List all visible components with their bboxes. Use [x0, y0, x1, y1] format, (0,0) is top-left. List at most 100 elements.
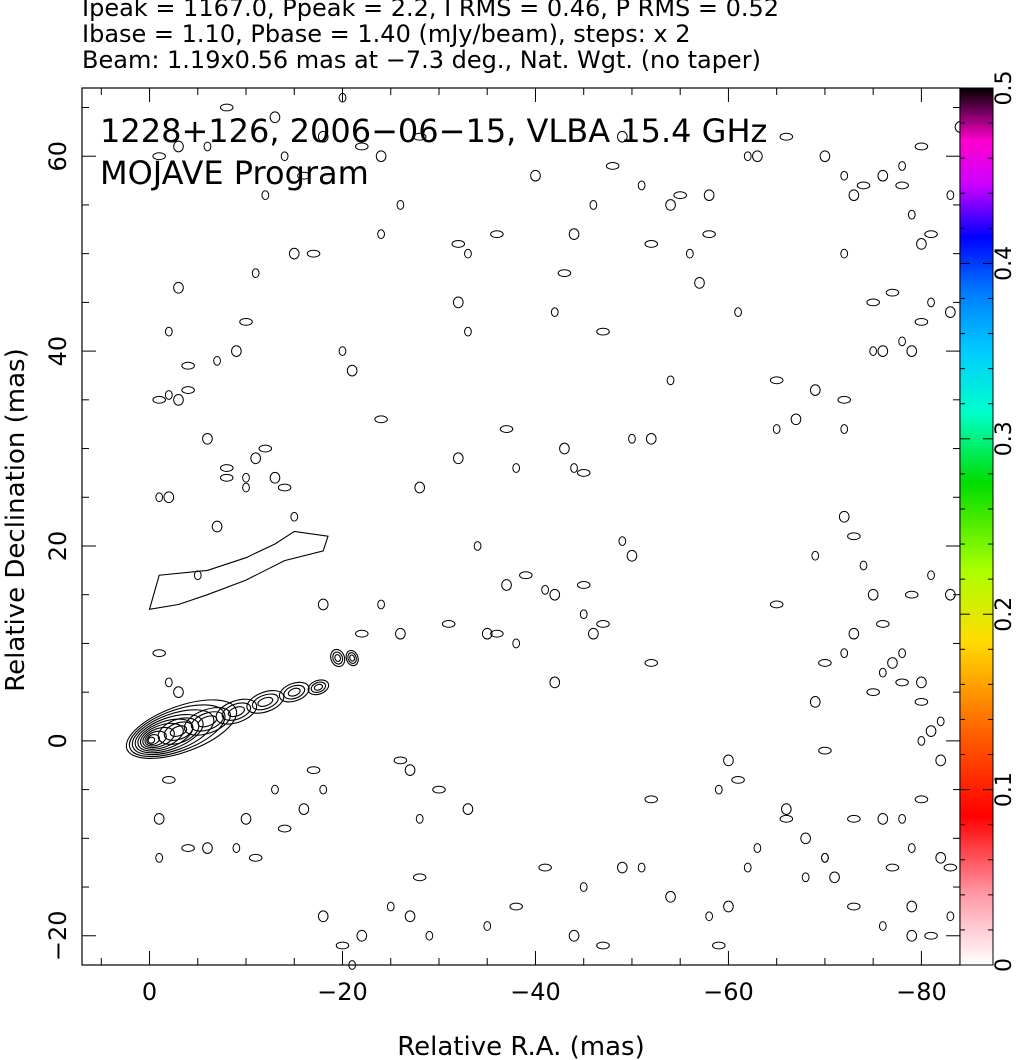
noise-contour — [242, 482, 250, 493]
noise-contour — [462, 803, 474, 815]
y-tick-label: −20 — [44, 910, 72, 961]
jet-knot-contour — [283, 684, 306, 700]
noise-contour — [549, 588, 561, 601]
noise-contour — [164, 326, 173, 337]
noise-contour — [946, 911, 955, 922]
colorbar-tick-label: 0.3 — [992, 421, 1017, 456]
noise-contour — [464, 326, 472, 337]
header-line-2: Ibase = 1.10, Pbase = 1.40 (mJy/beam), s… — [82, 20, 691, 48]
noise-contour — [781, 803, 792, 815]
noise-contour — [173, 393, 184, 406]
noise-contour — [404, 910, 416, 923]
noise-contour — [898, 648, 906, 659]
noise-contour — [914, 795, 929, 804]
noise-contour — [173, 686, 184, 699]
noise-contour — [818, 746, 832, 755]
noise-contour — [559, 442, 570, 455]
noise-contour — [790, 413, 802, 426]
noise-contour — [355, 142, 369, 151]
noise-contour — [665, 890, 676, 903]
core-contour — [137, 718, 194, 752]
noise-contour — [250, 452, 261, 465]
noise-contour — [396, 200, 405, 210]
noise-contour — [898, 813, 906, 824]
noise-contour — [616, 861, 628, 874]
noise-contour — [779, 132, 794, 141]
noise-contour — [451, 240, 466, 248]
noise-contours — [152, 92, 966, 970]
noise-contour — [306, 766, 321, 775]
noise-contour — [425, 930, 434, 941]
noise-contour — [317, 130, 329, 143]
noise-contour — [829, 871, 840, 884]
noise-contour — [317, 598, 329, 611]
noise-contour — [906, 929, 918, 942]
counterjet-outline — [148, 530, 329, 610]
noise-contour — [338, 346, 347, 356]
noise-contour — [356, 929, 368, 942]
core-contour — [144, 730, 167, 747]
noise-contour — [847, 902, 861, 911]
chart-subtitle: MOJAVE Program — [100, 154, 369, 192]
noise-contour — [483, 921, 492, 931]
noise-contour — [576, 468, 591, 477]
noise-contour — [637, 862, 646, 873]
noise-contour — [907, 843, 916, 853]
y-axis-label: Relative Declination (mas) — [1, 348, 31, 691]
noise-contour — [945, 306, 956, 318]
noise-contour — [490, 230, 504, 239]
x-axis-label: Relative R.A. (mas) — [397, 1032, 644, 1060]
core-contour — [131, 709, 215, 756]
noise-contour — [840, 248, 849, 259]
x-tick-label: −40 — [510, 978, 561, 1006]
noise-contour — [838, 510, 850, 523]
noise-contour — [723, 900, 734, 913]
noise-contour — [904, 590, 919, 599]
noise-contour — [576, 581, 591, 589]
noise-contour — [152, 649, 166, 658]
noise-contour — [248, 853, 263, 862]
noise-contour — [550, 307, 559, 318]
noise-contour — [867, 588, 879, 601]
noise-contour — [203, 141, 212, 152]
noise-contour — [869, 346, 878, 356]
noise-contour — [705, 911, 714, 922]
noise-contour — [906, 900, 918, 913]
noise-contour — [242, 472, 250, 483]
noise-contour — [943, 863, 958, 872]
jet-knot-contour — [310, 681, 327, 693]
colorbar-tick-label: 0.2 — [992, 597, 1017, 632]
noise-contour — [277, 483, 292, 492]
noise-contour — [946, 190, 955, 201]
noise-contour — [152, 152, 166, 161]
noise-contour — [644, 240, 659, 248]
noise-contour — [335, 941, 350, 950]
noise-contour — [374, 415, 388, 424]
noise-contour — [714, 784, 723, 795]
core-contours — [125, 699, 238, 759]
noise-contour — [346, 364, 358, 377]
noise-contour — [769, 376, 784, 385]
noise-contour — [481, 627, 493, 640]
noise-contour — [319, 784, 328, 795]
noise-contour — [895, 678, 909, 687]
noise-contour — [213, 355, 221, 366]
noise-contour — [753, 843, 762, 853]
noise-contour — [181, 844, 195, 852]
noise-contour — [164, 390, 173, 400]
noise-contour — [866, 688, 880, 697]
noise-contour — [769, 600, 784, 609]
noise-contour — [173, 281, 184, 294]
noise-contour — [731, 775, 745, 784]
jet-knot-contour — [257, 696, 274, 707]
noise-contour — [297, 171, 311, 180]
y-tick-label: 60 — [44, 141, 72, 172]
noise-contour — [415, 813, 424, 824]
noise-contour — [925, 725, 937, 737]
noise-contour — [840, 424, 849, 434]
noise-contour — [734, 307, 742, 318]
header-line-1: Ipeak = 1167.0, Ppeak = 2.2, I RMS = 0.4… — [82, 0, 780, 22]
noise-contour — [703, 189, 715, 202]
noise-contour — [847, 814, 861, 823]
jet-knot-contour — [246, 690, 285, 714]
